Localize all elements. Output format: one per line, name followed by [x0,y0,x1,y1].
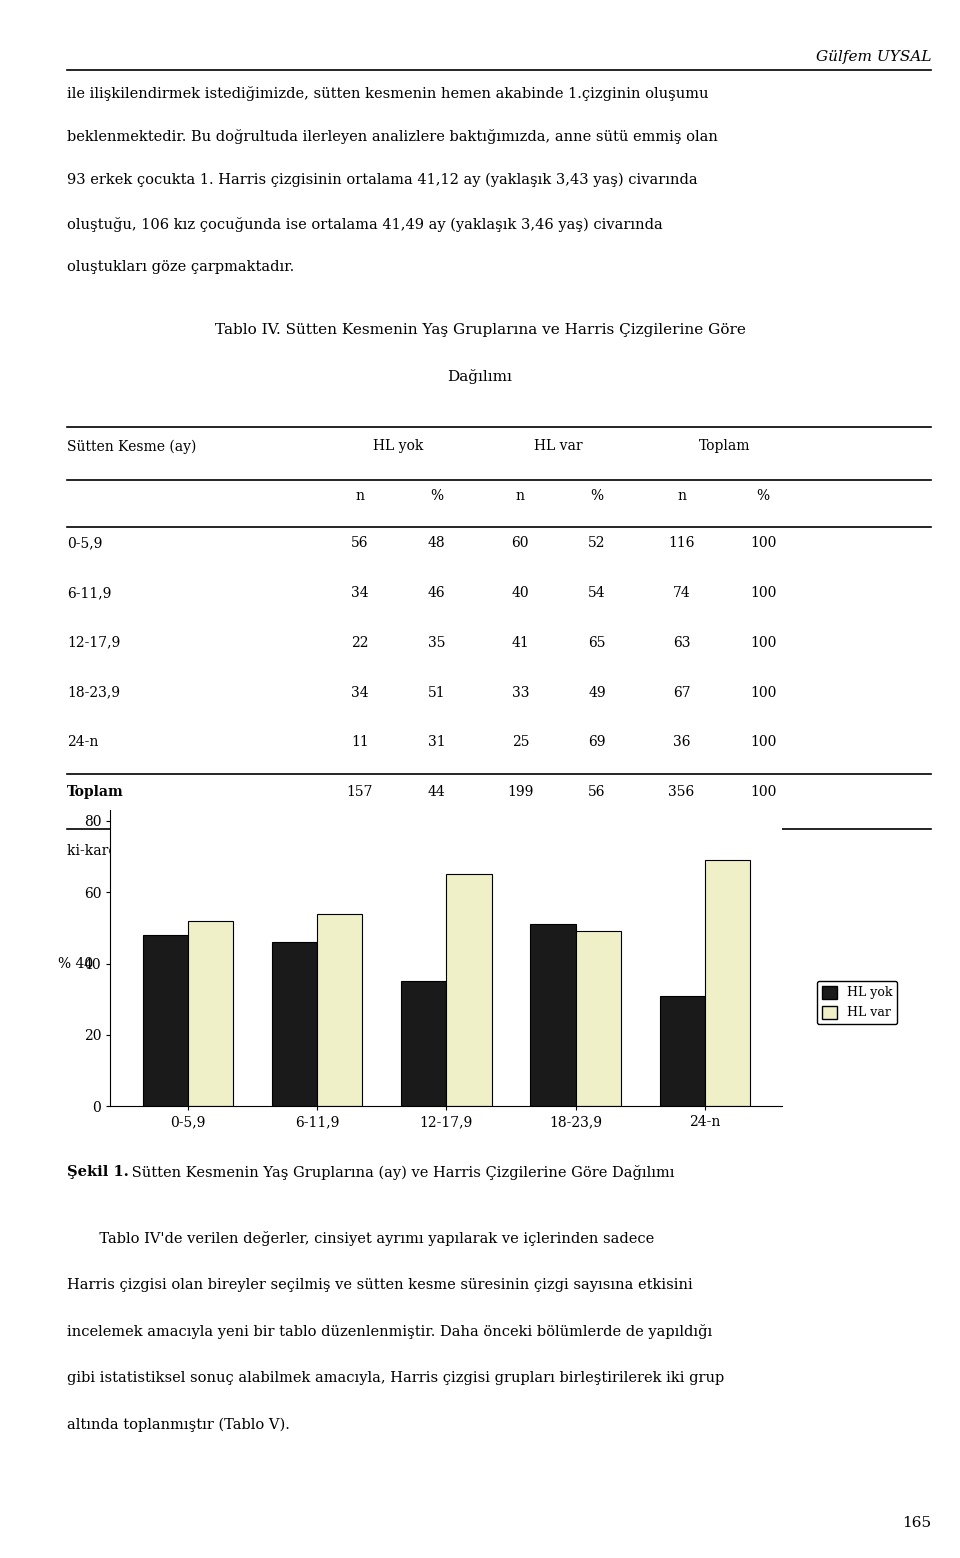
Bar [531,924,576,1106]
Text: 93 erkek çocukta 1. Harris çizgisinin ortalama 41,12 ay (yaklaşık 3,43 yaş) civa: 93 erkek çocukta 1. Harris çizgisinin or… [67,173,698,187]
Text: 67: 67 [673,686,690,700]
Text: Sütten Kesmenin Yaş Gruplarına (ay) ve Harris Çizgilerine Göre Dağılımı: Sütten Kesmenin Yaş Gruplarına (ay) ve H… [127,1165,674,1181]
Text: 24-n: 24-n [67,735,99,749]
Text: incelemek amacıyla yeni bir tablo düzenlenmiştir. Daha önceki bölümlerde de yapı: incelemek amacıyla yeni bir tablo düzenl… [67,1324,712,1340]
Text: 34: 34 [351,686,369,700]
Text: 11: 11 [351,735,369,749]
Bar [188,921,233,1106]
Text: 31: 31 [428,735,445,749]
Text: 116: 116 [668,536,695,550]
Text: 36: 36 [673,735,690,749]
Text: 56: 56 [351,536,369,550]
Text: oluştukları göze çarpmaktadır.: oluştukları göze çarpmaktadır. [67,260,295,274]
Bar [401,982,446,1106]
Text: 22: 22 [351,636,369,650]
Text: 100: 100 [750,686,777,700]
Text: 46: 46 [428,586,445,600]
Text: ki-kare = 6,96      sd = 4   p= 0,14: ki-kare = 6,96 sd = 4 p= 0,14 [67,844,308,858]
Text: 60: 60 [512,536,529,550]
Bar [143,935,188,1106]
Text: 33: 33 [512,686,529,700]
Text: gibi istatistiksel sonuç alabilmek amacıyla, Harris çizgisi grupları birleştiril: gibi istatistiksel sonuç alabilmek amacı… [67,1371,725,1385]
Text: 49: 49 [588,686,606,700]
Text: 51: 51 [428,686,445,700]
Text: Gülfem UYSAL: Gülfem UYSAL [816,50,931,64]
Text: Dağılımı: Dağılımı [447,369,513,385]
Bar [317,913,363,1106]
Text: 40: 40 [512,586,529,600]
Text: 74: 74 [673,586,690,600]
Text: Toplam: Toplam [699,439,751,453]
Text: Tablo IV'de verilen değerler, cinsiyet ayrımı yapılarak ve içlerinden sadece: Tablo IV'de verilen değerler, cinsiyet a… [67,1231,655,1246]
Text: 18-23,9: 18-23,9 [67,686,120,700]
Text: %: % [430,489,444,503]
Text: oluştuğu, 106 kız çocuğunda ise ortalama 41,49 ay (yaklaşık 3,46 yaş) civarında: oluştuğu, 106 kız çocuğunda ise ortalama… [67,217,663,232]
Text: 44: 44 [428,785,445,799]
Text: n: n [516,489,525,503]
Text: %: % [756,489,770,503]
Text: 100: 100 [750,735,777,749]
Text: 165: 165 [902,1516,931,1530]
Text: 0-5,9: 0-5,9 [67,536,103,550]
Text: Tablo IV. Sütten Kesmenin Yaş Gruplarına ve Harris Çizgilerine Göre: Tablo IV. Sütten Kesmenin Yaş Gruplarına… [215,323,745,337]
Legend: HL yok, HL var: HL yok, HL var [817,982,897,1024]
Text: 41: 41 [512,636,529,650]
Text: Şekil 1.: Şekil 1. [67,1165,129,1179]
Text: 100: 100 [750,636,777,650]
Text: 100: 100 [750,536,777,550]
Bar [660,996,705,1106]
Text: 356: 356 [668,785,695,799]
Text: 65: 65 [588,636,606,650]
Bar [705,860,750,1106]
Text: n: n [355,489,365,503]
Text: Sütten Kesme (ay): Sütten Kesme (ay) [67,439,197,453]
Text: 157: 157 [347,785,373,799]
Text: 25: 25 [512,735,529,749]
Text: 56: 56 [588,785,606,799]
Text: n: n [677,489,686,503]
Text: 63: 63 [673,636,690,650]
Text: HL yok: HL yok [373,439,423,453]
Text: %: % [590,489,604,503]
Text: 34: 34 [351,586,369,600]
Text: ile ilişkilendirmek istediğimizde, sütten kesmenin hemen akabinde 1.çizginin olu: ile ilişkilendirmek istediğimizde, sütte… [67,86,708,101]
Text: 35: 35 [428,636,445,650]
Text: Harris çizgisi olan bireyler seçilmiş ve sütten kesme süresinin çizgi sayısına e: Harris çizgisi olan bireyler seçilmiş ve… [67,1278,693,1292]
Text: 48: 48 [428,536,445,550]
Text: 199: 199 [507,785,534,799]
Bar [446,874,492,1106]
Text: 12-17,9: 12-17,9 [67,636,120,650]
Text: HL var: HL var [535,439,583,453]
Text: 100: 100 [750,586,777,600]
Text: 54: 54 [588,586,606,600]
Text: Toplam: Toplam [67,785,124,799]
Text: 100: 100 [750,785,777,799]
Text: % 40: % 40 [58,957,93,971]
Bar [576,932,621,1106]
Text: 69: 69 [588,735,606,749]
Text: 6-11,9: 6-11,9 [67,586,111,600]
Text: beklenmektedir. Bu doğrultuda ilerleyen analizlere baktığımızda, anne sütü emmiş: beklenmektedir. Bu doğrultuda ilerleyen … [67,129,718,145]
Bar [272,943,317,1106]
Text: altında toplanmıştır (Tablo V).: altında toplanmıştır (Tablo V). [67,1418,290,1432]
Text: 52: 52 [588,536,606,550]
